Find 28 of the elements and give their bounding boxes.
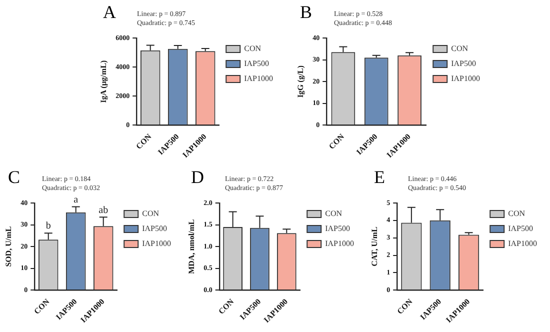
chart-title: C (8, 167, 20, 188)
y-axis-title: IgG (g/L) (296, 65, 305, 98)
legend-label: IAP1000 (451, 74, 480, 84)
y-axis-title: SOD, U/mL (4, 226, 13, 267)
legend-label: IAP500 (244, 59, 269, 68)
legend-label: CON (508, 209, 526, 218)
legend-label: CON (142, 209, 160, 218)
legend-label: IAP500 (325, 224, 350, 234)
legend-label: IAP1000 (325, 239, 354, 248)
legend-label: IAP1000 (244, 74, 273, 84)
chart-title: A (103, 2, 116, 23)
y-axis-title: IgA (μg/mL) (98, 60, 108, 103)
annotation: ab (98, 204, 108, 216)
legend-label: CON (244, 44, 262, 54)
legend-label: CON (451, 44, 468, 54)
chart-title: D (191, 167, 204, 188)
legend-label: CON (325, 209, 342, 218)
y-axis-title: CAT, U/mL (370, 226, 379, 266)
chart-title: B (300, 2, 312, 23)
legend-label: IAP500 (451, 59, 476, 68)
chart-title: E (374, 167, 385, 188)
legend-label: IAP500 (142, 224, 167, 234)
annotation: a (74, 194, 79, 206)
legend-label: IAP1000 (508, 239, 537, 248)
legend-label: IAP500 (508, 224, 533, 234)
y-axis-title: MDA, nmol/mL (186, 219, 196, 274)
annotation: b (46, 220, 51, 232)
legend-label: IAP1000 (142, 239, 171, 248)
